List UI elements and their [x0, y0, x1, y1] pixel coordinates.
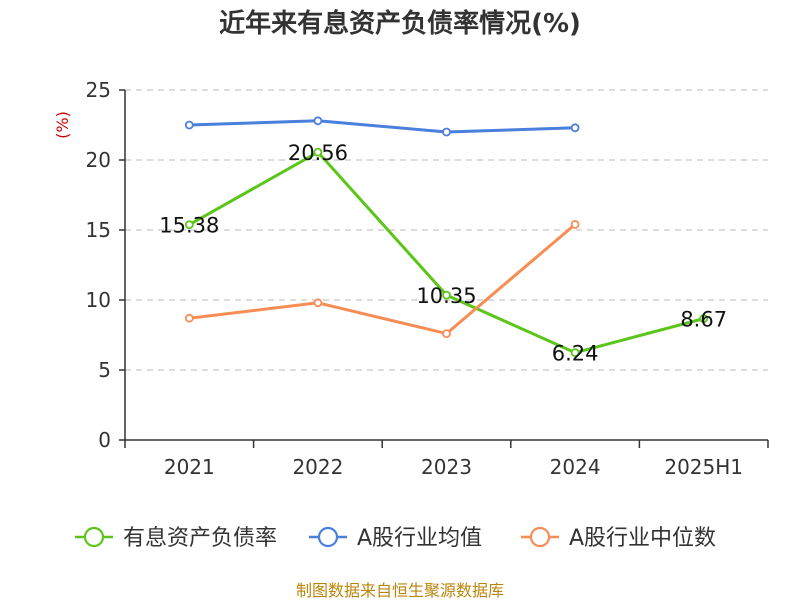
series-0-point-2: [442, 290, 451, 300]
x-tick-label-2025H1: 2025H1: [664, 455, 743, 479]
x-tick-label-2023: 2023: [421, 455, 472, 479]
series-line-2: [189, 223, 577, 336]
y-axis-unit-label: (%): [53, 111, 72, 139]
series-1-point-1: [313, 116, 323, 126]
series-0-point-4: [699, 314, 709, 324]
data-label-0: 15.38: [159, 214, 219, 238]
legend-marker-0: [83, 526, 105, 548]
series-1-point-3: [570, 123, 580, 133]
gridlines: [125, 89, 768, 371]
y-tick-label-25: 25: [86, 78, 111, 102]
y-tick-label-15: 15: [86, 218, 111, 242]
data-label-1: 20.56: [288, 141, 348, 165]
data-label-2: 10.35: [416, 284, 476, 308]
series-line-0: [188, 150, 705, 355]
series-0-point-0: [184, 220, 194, 230]
data-label-3: 6.24: [552, 342, 599, 366]
x-tick-label-2021: 2021: [164, 455, 215, 479]
series-line-1: [189, 119, 576, 134]
legend-marker-2: [529, 526, 551, 548]
y-tick-label-0: 0: [98, 428, 111, 452]
series-0-point-3: [570, 348, 580, 358]
series-0-point-1: [313, 147, 323, 157]
x-tick-label-2022: 2022: [292, 455, 343, 479]
x-tick-label-2024: 2024: [550, 455, 601, 479]
series-2-point-0: [184, 313, 194, 323]
series-2-point-3: [570, 219, 580, 229]
series-2-point-1: [313, 298, 323, 308]
legend-label-1: A股行业均值: [357, 526, 482, 551]
legend-label-2: A股行业中位数: [569, 526, 716, 551]
series-1-point-0: [184, 120, 194, 130]
source-note: 制图数据来自恒生聚源数据库: [296, 581, 504, 600]
series-2-point-2: [442, 329, 451, 339]
y-tick-label-20: 20: [86, 148, 111, 172]
axes: 0 5 10 15 20 25 2021 2022 2023 2024 2025H1: [86, 78, 769, 479]
legend-label-0: 有息资产负债率: [123, 526, 277, 551]
legend: 有息资产负债率 A股行业均值 A股行业中位数: [75, 526, 716, 551]
legend-marker-1: [317, 526, 339, 548]
chart-title: 近年来有息资产负债率情况(%): [219, 8, 581, 39]
data-labels: 15.38 20.56 10.35 6.24 8.67: [159, 141, 727, 365]
y-tick-label-10: 10: [86, 288, 111, 312]
series-1-point-2: [442, 127, 451, 137]
data-label-4: 8.67: [680, 308, 727, 332]
series: [184, 116, 709, 358]
y-tick-label-5: 5: [98, 358, 111, 382]
